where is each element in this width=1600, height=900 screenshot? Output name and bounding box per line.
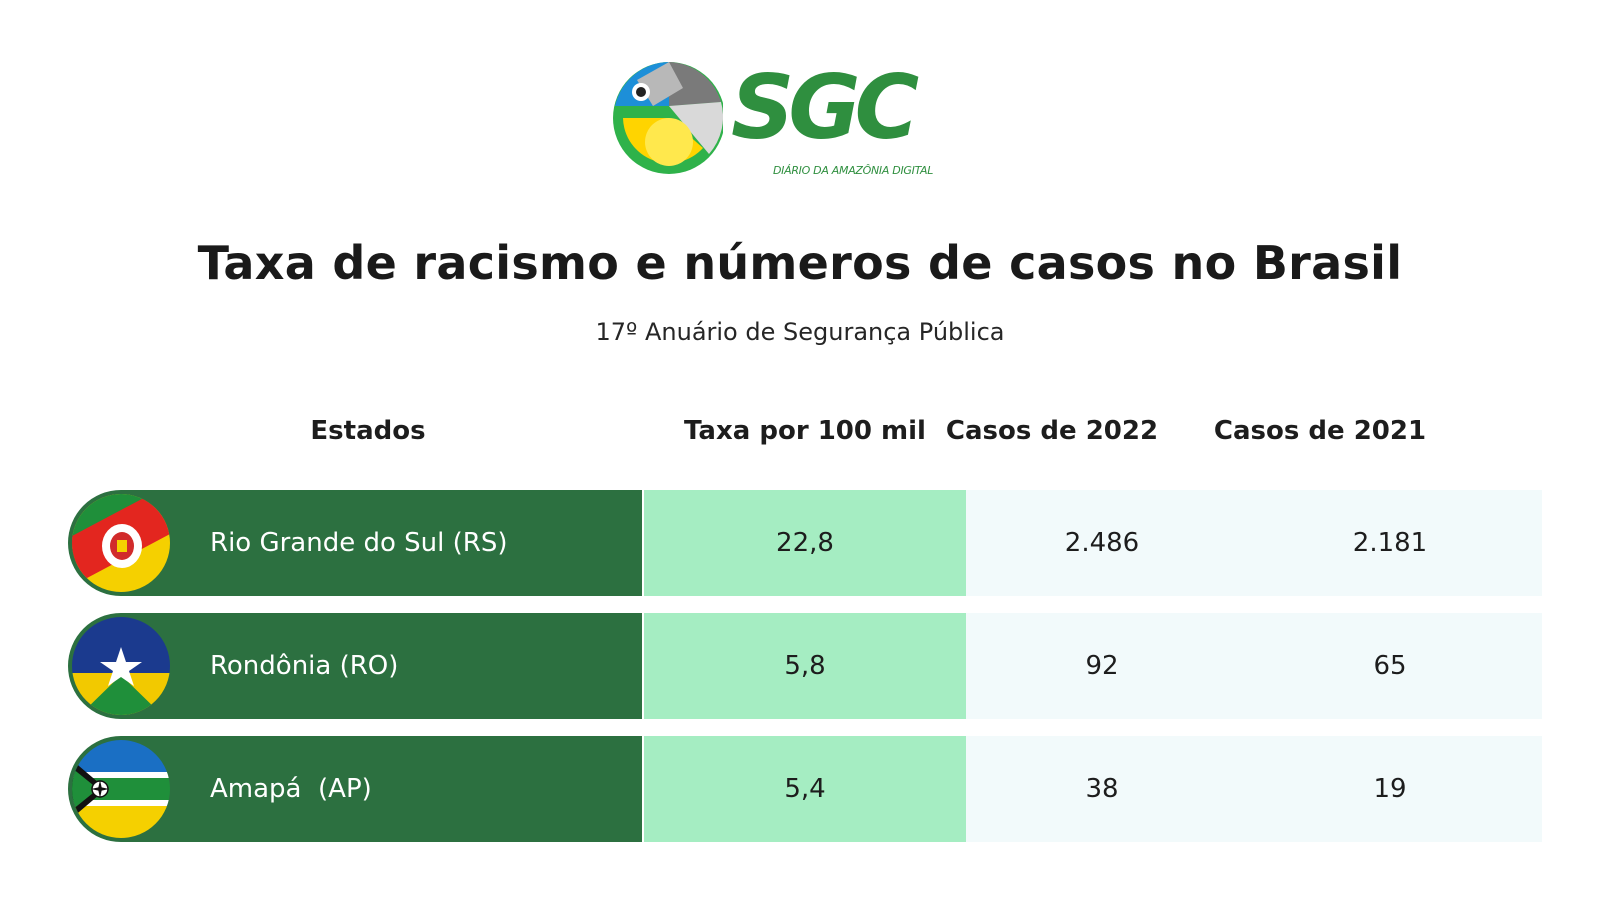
brand-name: SGC bbox=[731, 56, 919, 159]
state-cell: Rio Grande do Sul (RS) bbox=[68, 490, 642, 596]
rate-value: 5,4 bbox=[644, 736, 966, 842]
header-taxa: Taxa por 100 mil bbox=[684, 416, 926, 446]
brand-tagline: DIÁRIO DA AMAZÔNIA DIGITAL bbox=[773, 164, 934, 177]
state-name: Rondônia (RO) bbox=[210, 651, 399, 681]
toucan-icon bbox=[613, 62, 723, 174]
ro-flag-icon bbox=[72, 617, 170, 715]
cases-2022-value: 38 bbox=[966, 736, 1238, 842]
cases-2021-value: 65 bbox=[1238, 613, 1542, 719]
table-row: Rondônia (RO) 5,8 92 65 bbox=[68, 613, 1542, 719]
cases-2022-value: 92 bbox=[966, 613, 1238, 719]
table-row: Amapá (AP) 5,4 38 19 bbox=[68, 736, 1542, 842]
state-name: Amapá (AP) bbox=[210, 774, 372, 804]
header-casos-2022: Casos de 2022 bbox=[945, 416, 1159, 446]
cases-2021-value: 19 bbox=[1238, 736, 1542, 842]
header-casos-2021: Casos de 2021 bbox=[1213, 416, 1427, 446]
cases-2022-value: 2.486 bbox=[966, 490, 1238, 596]
state-cell: Amapá (AP) bbox=[68, 736, 642, 842]
cases-2021-value: 2.181 bbox=[1238, 490, 1542, 596]
ap-flag-icon bbox=[72, 740, 170, 838]
page-subtitle: 17º Anuário de Segurança Pública bbox=[595, 318, 1005, 346]
state-cell: Rondônia (RO) bbox=[68, 613, 642, 719]
table-row: Rio Grande do Sul (RS) 22,8 2.486 2.181 bbox=[68, 490, 1542, 596]
sgc-logo: SGC DIÁRIO DA AMAZÔNIA DIGITAL bbox=[613, 58, 953, 188]
rs-flag-icon bbox=[72, 494, 170, 592]
page-title: Taxa de racismo e números de casos no Br… bbox=[197, 236, 1403, 290]
rate-value: 22,8 bbox=[644, 490, 966, 596]
header-estados: Estados bbox=[310, 416, 426, 446]
rate-value: 5,8 bbox=[644, 613, 966, 719]
state-name: Rio Grande do Sul (RS) bbox=[210, 528, 508, 558]
